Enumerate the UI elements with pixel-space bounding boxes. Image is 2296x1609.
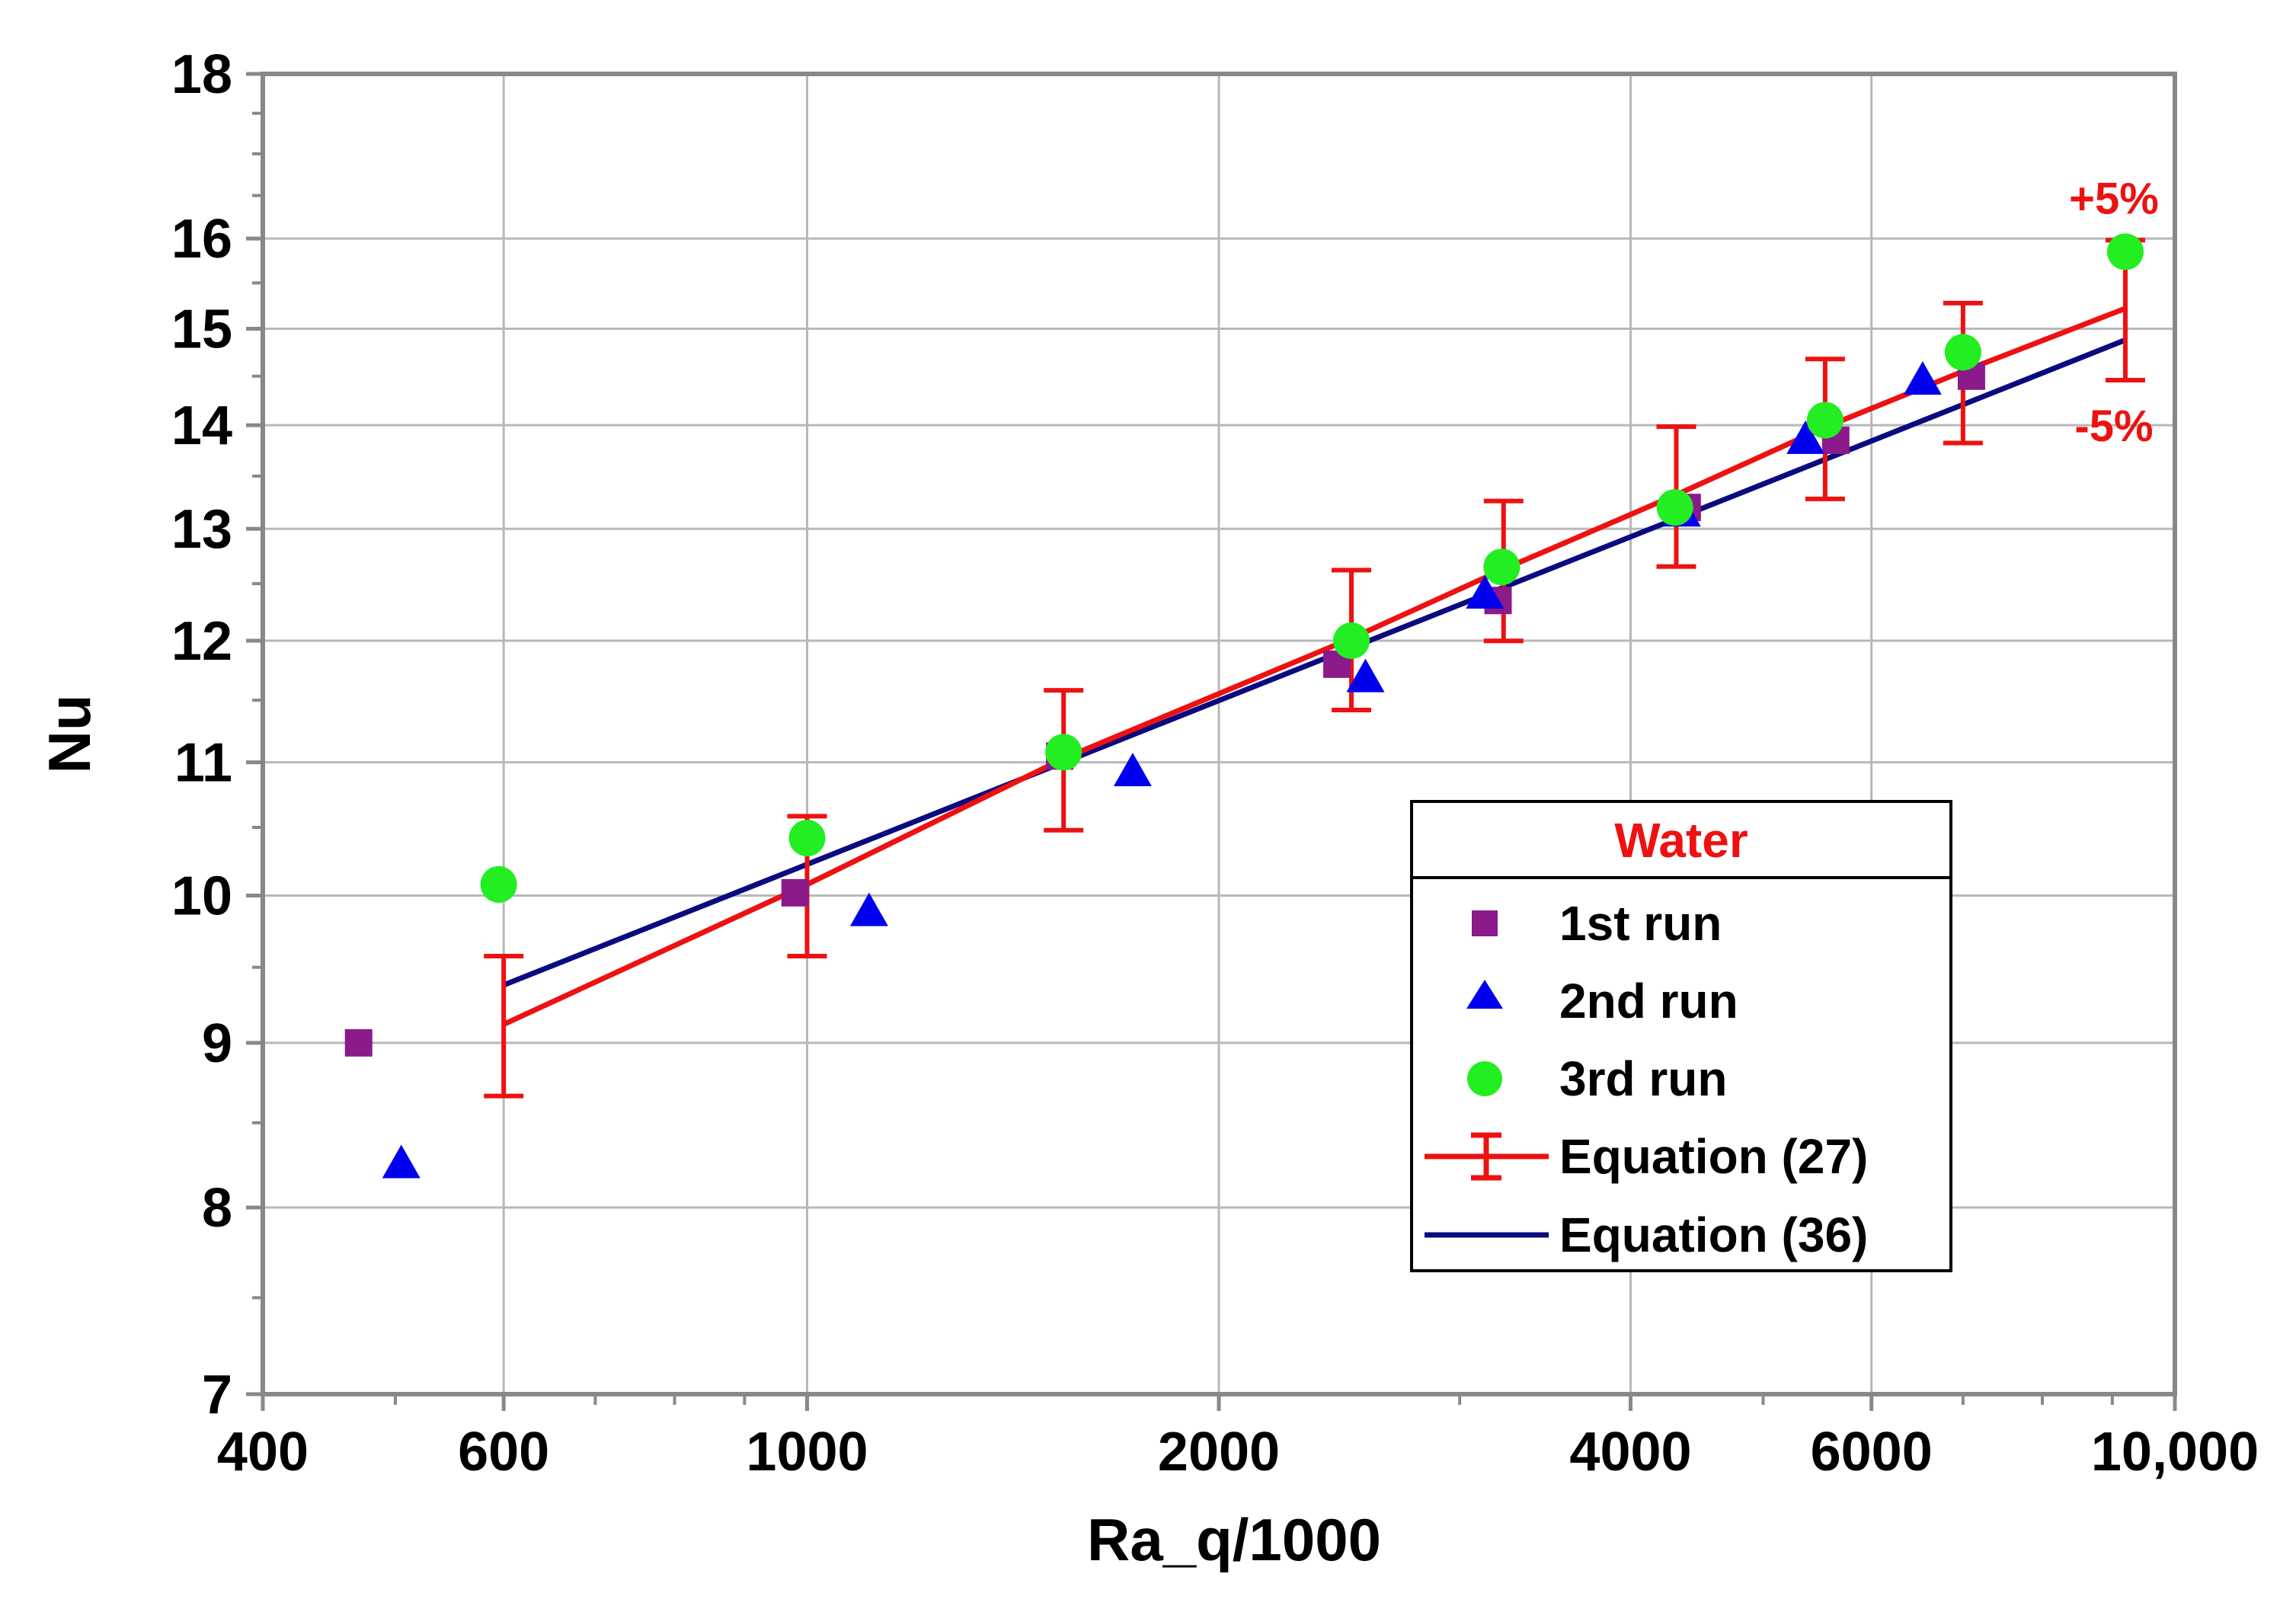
y-tick-label: 9 — [202, 1013, 232, 1074]
second-run-point — [1346, 658, 1385, 693]
x-axis-title: Ra_q/1000 — [1087, 1506, 1381, 1573]
second-run-point — [1466, 574, 1505, 609]
third-run-point — [1656, 489, 1693, 526]
second-run-point — [849, 892, 888, 926]
third-run-point — [2106, 233, 2144, 270]
series — [344, 233, 2145, 1179]
second-run-point — [1903, 361, 1942, 395]
y-axis-title: Nu — [36, 695, 103, 774]
y-tick-label: 13 — [171, 499, 232, 560]
third-run-point — [788, 820, 826, 857]
y-tick-label: 10 — [171, 866, 232, 927]
third-run-point — [480, 865, 517, 903]
grid — [263, 74, 2175, 1394]
x-tick-label: 2000 — [1158, 1422, 1280, 1483]
x-axis-ticks: 400 600 1000 2000 4000 6000 10,000 — [217, 1394, 2259, 1483]
first-run-point — [781, 878, 809, 907]
x-tick-label: 4000 — [1569, 1422, 1691, 1483]
x-tick-label: 6000 — [1811, 1422, 1933, 1483]
legend: Water 1st run 2nd run 3rd run Equation (… — [1410, 800, 1952, 1272]
second-run-point — [382, 1144, 421, 1179]
y-tick-label: 7 — [202, 1364, 232, 1425]
x-tick-label: 10,000 — [2091, 1422, 2259, 1483]
x-tick-label: 1000 — [746, 1422, 868, 1483]
legend-title: Water — [1614, 813, 1748, 868]
legend-box — [1410, 800, 1952, 1272]
legend-label-2nd-run: 2nd run — [1559, 974, 1738, 1028]
y-tick-label: 14 — [171, 395, 232, 456]
y-tick-label: 18 — [171, 44, 232, 105]
y-tick-label: 12 — [171, 611, 232, 672]
legend-label-equation-27: Equation (27) — [1559, 1129, 1868, 1184]
plus-5-percent-label: +5% — [2069, 174, 2159, 223]
y-tick-label: 11 — [174, 733, 232, 794]
x-tick-label: 400 — [217, 1422, 309, 1483]
third-run-point — [1045, 734, 1082, 771]
second-run-point — [1113, 753, 1152, 787]
first-run-point — [344, 1028, 373, 1057]
legend-label-1st-run: 1st run — [1559, 896, 1722, 951]
annotations: +5% -5% — [2069, 174, 2159, 451]
third-run-point — [1333, 622, 1370, 659]
x-tick-label: 600 — [458, 1422, 549, 1483]
legend-label-equation-36: Equation (36) — [1559, 1208, 1868, 1262]
y-axis-ticks: 7 8 9 10 11 12 13 14 15 16 18 — [171, 44, 263, 1425]
third-run-point — [1483, 549, 1521, 586]
legend-label-3rd-run: 3rd run — [1559, 1051, 1727, 1106]
minus-5-percent-label: -5% — [2074, 401, 2153, 451]
legend-marker-triangle — [1466, 980, 1503, 1009]
legend-marker-square — [1472, 910, 1498, 936]
third-run-point — [1944, 334, 1981, 371]
legend-marker-circle — [1467, 1061, 1502, 1096]
equation-36-line — [502, 337, 2127, 988]
second-run-point — [1786, 420, 1825, 454]
y-tick-label: 8 — [202, 1178, 232, 1239]
y-tick-label: 15 — [171, 299, 232, 360]
third-run-point — [1806, 401, 1844, 439]
y-tick-label: 16 — [171, 209, 232, 270]
